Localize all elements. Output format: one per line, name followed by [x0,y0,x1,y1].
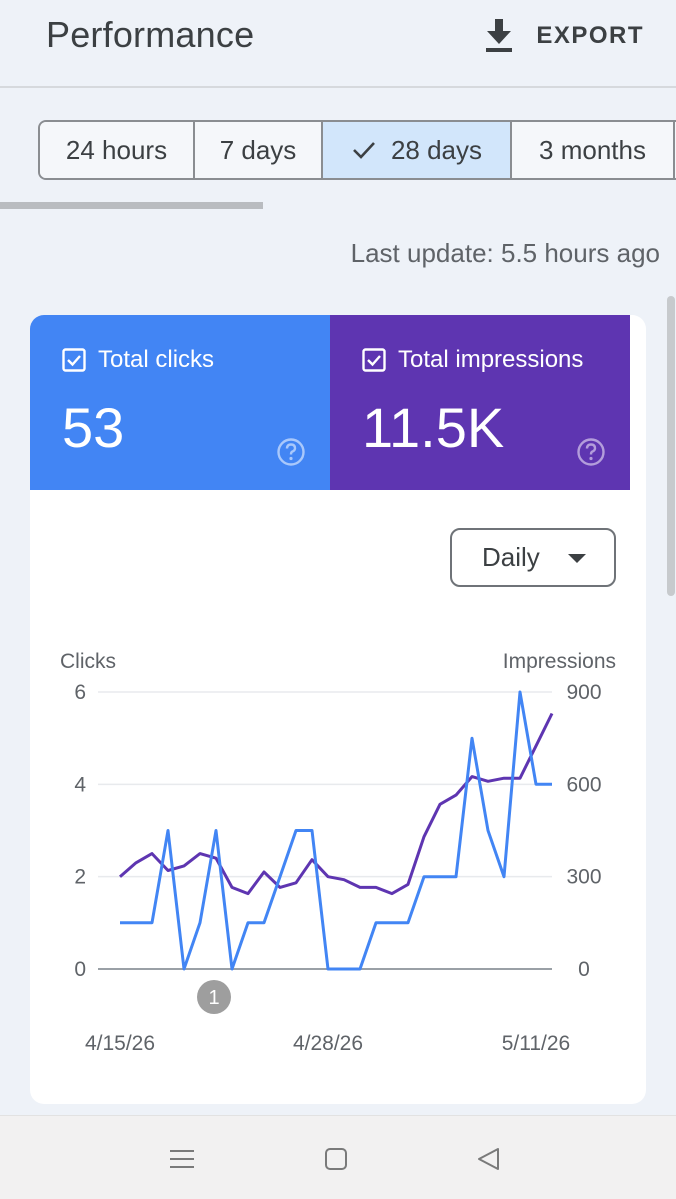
impressions-series-line [119,712,554,896]
date-chip-label: 3 months [539,134,646,165]
date-chip-label: 28 days [390,134,483,165]
total-impressions-value: 11.5K [362,396,505,459]
y-left-tick-label: 4 [74,773,86,796]
last-update-text: Last update: 5.5 hours ago [350,238,660,268]
granularity-dropdown[interactable]: Daily [450,528,616,587]
total-impressions-label: Total impressions [398,346,584,373]
x-tick-label: 4/28/26 [293,1032,363,1055]
checkmark-icon [353,142,375,159]
download-icon [486,19,513,52]
y-right-tick-label: 300 [566,866,601,889]
right-axis-label: Impressions [503,650,616,673]
annotation-label: 1 [208,987,219,1009]
y-left-tick-label: 2 [74,866,86,889]
help-icon[interactable] [276,437,306,467]
page-scrollbar[interactable] [667,296,675,596]
annotation-marker [197,980,231,1014]
date-chip-label: 7 days [219,134,297,165]
y-left-tick-label: 6 [74,681,86,704]
y-left-tick-label: 0 [74,958,86,981]
date-chip-label: 24 hours [65,134,168,165]
total-clicks-tile[interactable]: Total clicks 53 [30,315,330,490]
y-right-tick-label: 600 [566,773,601,796]
checkbox-checked-icon[interactable] [362,348,386,372]
date-range-selector: 24 hours 7 days 28 days 3 months [38,120,676,180]
app-header: Performance EXPORT [0,0,676,88]
export-button[interactable]: EXPORT [484,16,644,56]
clicks-series-line [120,690,552,971]
checkbox-checked-icon[interactable] [62,348,86,372]
export-label: EXPORT [536,22,644,49]
help-icon[interactable] [576,437,606,467]
recent-apps-icon[interactable] [167,1144,197,1174]
performance-card: Total clicks 53 Total impressions 11.5K … [30,315,646,1104]
x-tick-label: 4/15/26 [85,1032,155,1055]
y-right-tick-label: 900 [566,681,601,704]
chips-scroll-indicator [0,202,263,209]
back-icon[interactable] [474,1144,504,1174]
y-right-tick-label: 0 [578,958,590,981]
granularity-selected: Daily [482,542,540,572]
total-clicks-label: Total clicks [98,346,215,373]
system-nav-bar [0,1115,676,1199]
date-chip-3-months[interactable]: 3 months [512,122,675,178]
caret-down-icon [568,554,586,563]
date-chip-7-days[interactable]: 7 days [195,122,323,178]
performance-chart: Clicks Impressions 0 2 4 6 0 300 600 900 4/15/26… [60,650,616,1055]
home-icon[interactable] [321,1144,351,1174]
total-impressions-tile[interactable]: Total impressions 11.5K [330,315,630,490]
left-axis-label: Clicks [60,650,116,673]
date-chip-24-hours[interactable]: 24 hours [40,122,195,178]
date-chip-28-days[interactable]: 28 days [323,122,512,178]
page-title: Performance [46,14,255,55]
total-clicks-value: 53 [62,396,125,459]
x-tick-label: 5/11/26 [502,1032,571,1055]
